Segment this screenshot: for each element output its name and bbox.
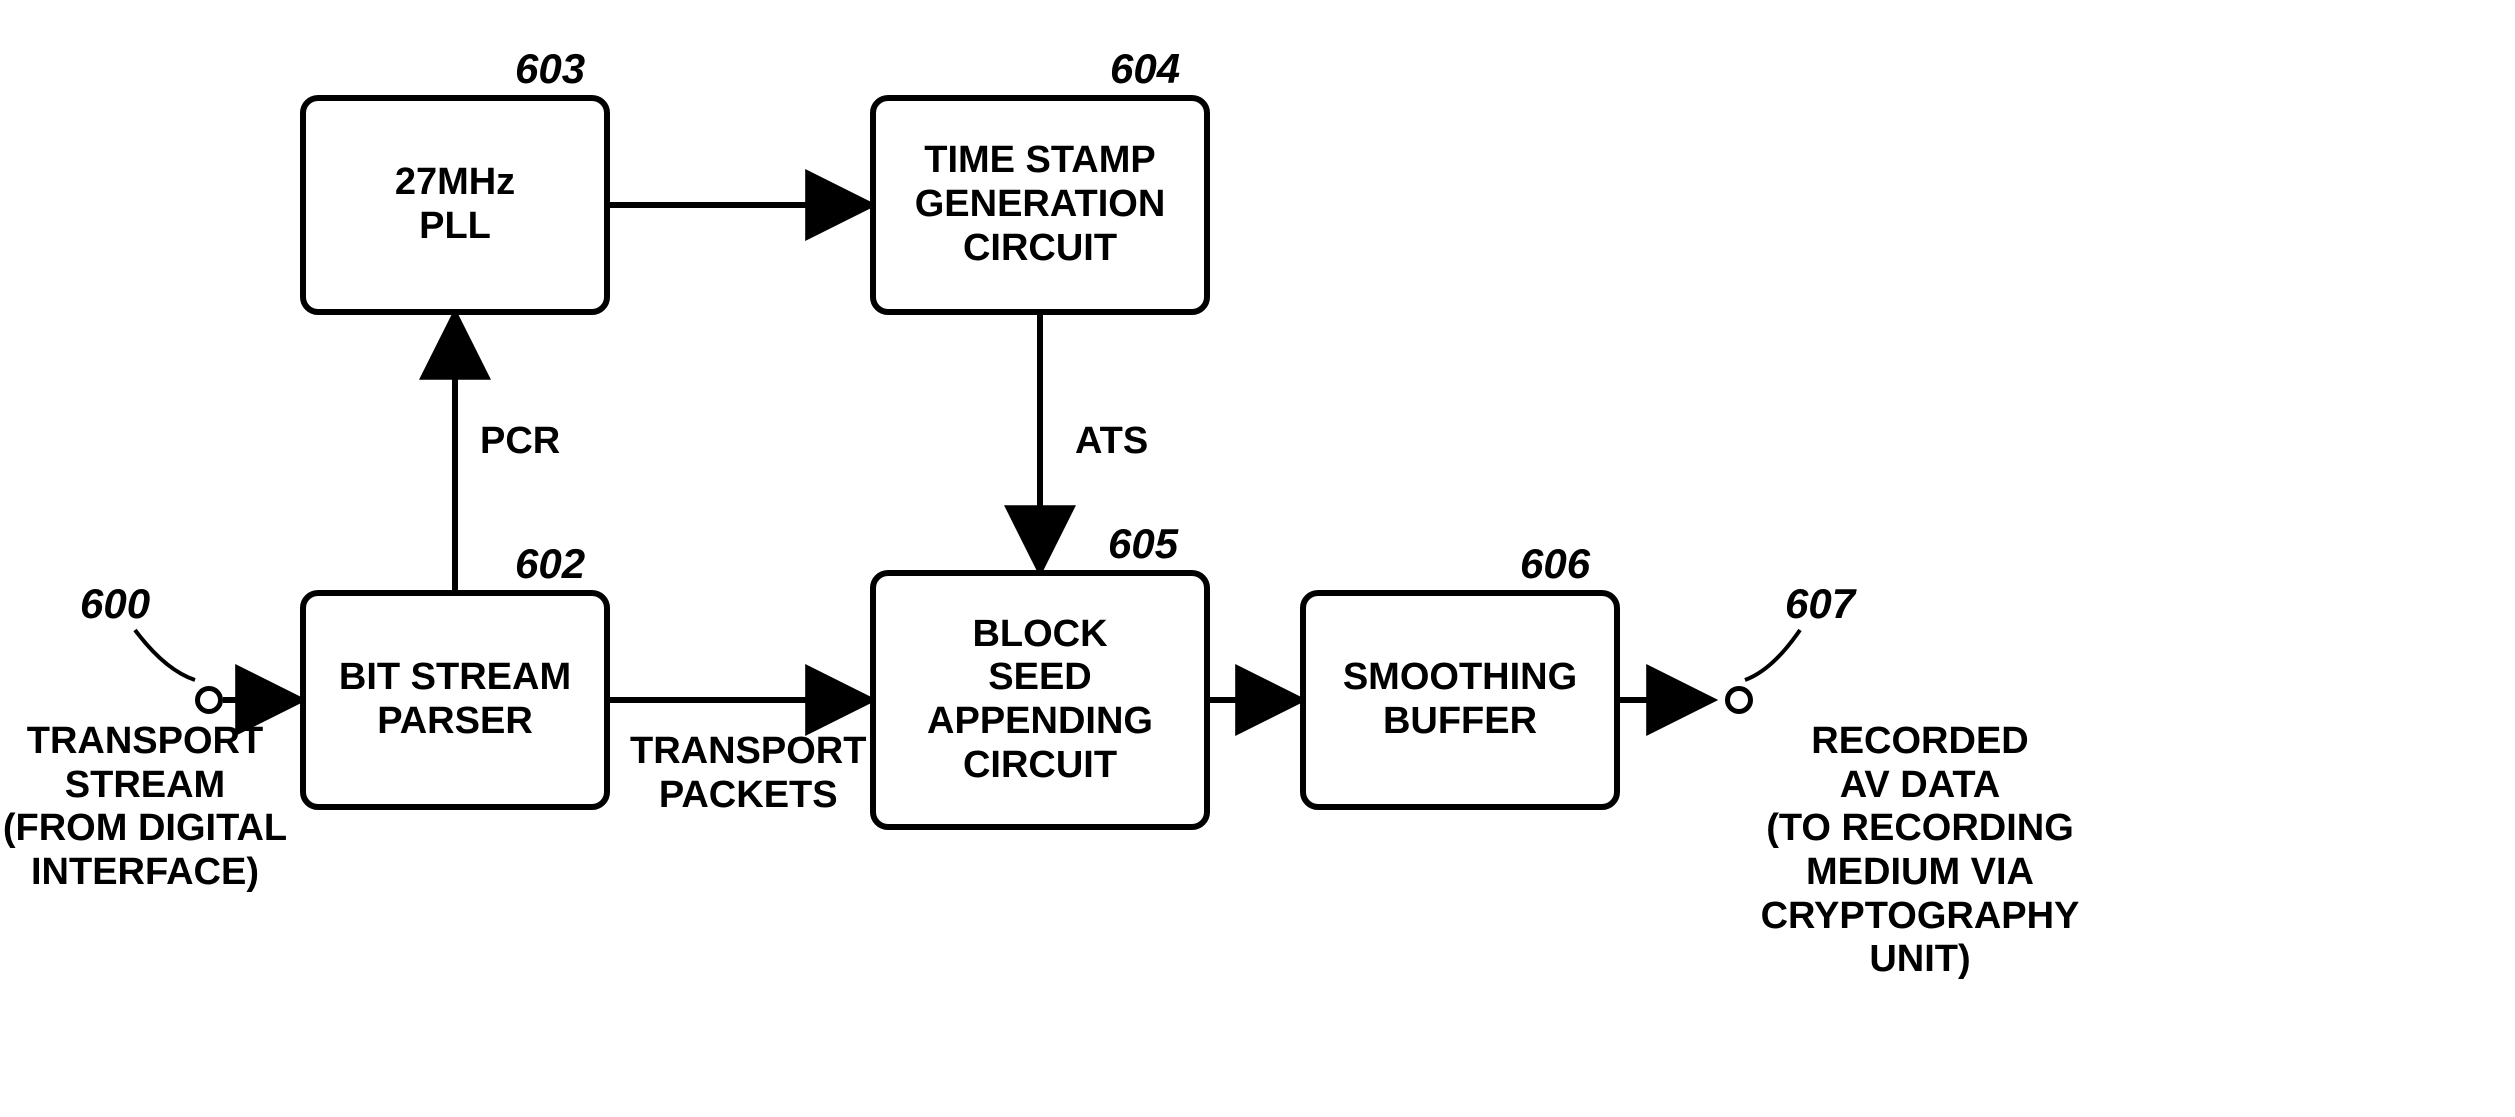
block-label: BLOCK SEED APPENDING CIRCUIT: [927, 613, 1153, 788]
ref-label-p607: 607: [1785, 580, 1855, 628]
edge-label-lATS: ATS: [1075, 420, 1148, 464]
ref-label-n604: 604: [1110, 45, 1180, 93]
ref-leader-p607: [1745, 630, 1800, 680]
ref-leader-p600: [135, 630, 195, 680]
block-label: SMOOTHING BUFFER: [1343, 656, 1577, 743]
block-label: BIT STREAM PARSER: [339, 656, 571, 743]
terminal-label-t600: TRANSPORT STREAM (FROM DIGITAL INTERFACE…: [0, 720, 290, 895]
block-n605: BLOCK SEED APPENDING CIRCUIT: [870, 570, 1210, 830]
block-label: 27MHz PLL: [395, 161, 515, 248]
ref-label-n606: 606: [1520, 540, 1590, 588]
ref-label-n603: 603: [515, 45, 585, 93]
ref-label-p600: 600: [80, 580, 150, 628]
block-n606: SMOOTHING BUFFER: [1300, 590, 1620, 810]
ref-label-n602: 602: [515, 540, 585, 588]
block-n602: BIT STREAM PARSER: [300, 590, 610, 810]
diagram-canvas: BIT STREAM PARSER 27MHz PLL TIME STAMP GEN…: [0, 0, 2515, 1117]
terminal-label-t607: RECORDED AV DATA (TO RECORDING MEDIUM VI…: [1750, 720, 2090, 982]
ref-label-n605: 605: [1108, 520, 1178, 568]
block-label: TIME STAMP GENERATION CIRCUIT: [915, 139, 1166, 270]
port-p600: [195, 686, 223, 714]
block-n603: 27MHz PLL: [300, 95, 610, 315]
port-p607: [1725, 686, 1753, 714]
block-n604: TIME STAMP GENERATION CIRCUIT: [870, 95, 1210, 315]
edge-label-lTP: TRANSPORT PACKETS: [630, 730, 866, 817]
edge-label-lPCR: PCR: [480, 420, 560, 464]
